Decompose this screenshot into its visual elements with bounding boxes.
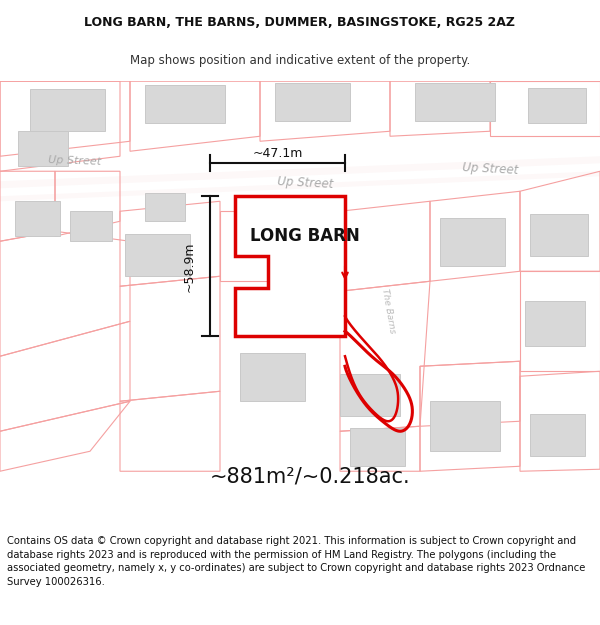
- Bar: [125, 234, 190, 276]
- Bar: [18, 131, 68, 166]
- Polygon shape: [0, 156, 600, 201]
- Bar: [430, 401, 500, 451]
- Text: The Barns: The Barns: [380, 288, 397, 334]
- Text: Up Street: Up Street: [49, 156, 101, 167]
- Bar: [145, 193, 185, 221]
- Bar: [30, 89, 105, 131]
- Text: LONG BARN: LONG BARN: [250, 228, 360, 245]
- Text: LONG BARN, THE BARNS, DUMMER, BASINGSTOKE, RG25 2AZ: LONG BARN, THE BARNS, DUMMER, BASINGSTOK…: [85, 16, 515, 29]
- Bar: [240, 353, 305, 401]
- Bar: [350, 428, 405, 466]
- Text: Up Street: Up Street: [461, 161, 518, 177]
- Bar: [15, 201, 60, 236]
- Bar: [525, 301, 585, 346]
- Text: Up Street: Up Street: [277, 175, 334, 191]
- Bar: [530, 214, 588, 256]
- Polygon shape: [235, 196, 345, 336]
- Text: ~47.1m: ~47.1m: [253, 148, 302, 160]
- Bar: [440, 218, 505, 266]
- Bar: [70, 211, 112, 241]
- Text: Map shows position and indicative extent of the property.: Map shows position and indicative extent…: [130, 54, 470, 68]
- Bar: [275, 83, 350, 121]
- Text: ~881m²/~0.218ac.: ~881m²/~0.218ac.: [209, 466, 410, 486]
- Bar: [145, 85, 225, 123]
- Text: ~58.9m: ~58.9m: [183, 241, 196, 291]
- Bar: [340, 374, 400, 416]
- Bar: [528, 88, 586, 123]
- Bar: [530, 414, 585, 456]
- Bar: [415, 83, 495, 121]
- Text: Contains OS data © Crown copyright and database right 2021. This information is : Contains OS data © Crown copyright and d…: [7, 536, 586, 587]
- Polygon shape: [0, 163, 600, 196]
